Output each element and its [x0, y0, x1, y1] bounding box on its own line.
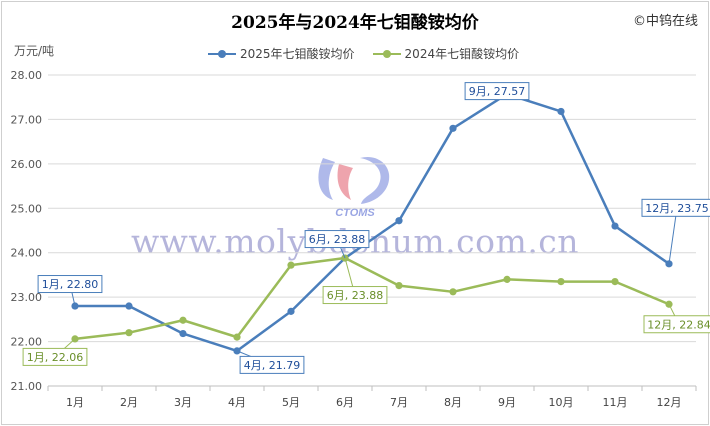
- legend-item-2025: 2025年七钼酸铵均价: [208, 45, 355, 62]
- data-point-2024: [395, 281, 403, 290]
- legend-item-2024: 2024年七钼酸铵均价: [372, 45, 520, 62]
- data-point-2025: [611, 222, 619, 230]
- data-point-2025: [449, 124, 457, 132]
- x-tick-label: 3月: [174, 396, 192, 409]
- data-point-2024: [611, 277, 619, 286]
- chart-title: 2025年与2024年七钼酸铵均价: [231, 13, 479, 33]
- data-point-2024: [125, 329, 133, 337]
- legend-swatch-2024: [372, 49, 401, 59]
- callout-box: [304, 230, 370, 249]
- data-point-2025: [557, 107, 565, 116]
- y-tick-label: 27.00: [11, 113, 43, 126]
- data-label: 9月, 27.57: [469, 85, 525, 98]
- series-line-2024: [74, 256, 670, 341]
- data-label: 1月, 22.80: [42, 278, 98, 291]
- x-tick-label: 6月: [336, 396, 354, 409]
- data-label: 1月, 22.06: [27, 351, 83, 364]
- y-tick-label: 21.00: [11, 380, 43, 393]
- data-label: 6月, 23.88: [327, 289, 383, 302]
- callout-box: [464, 82, 530, 101]
- x-tick-label: 10月: [549, 396, 574, 409]
- x-tick-label: 8月: [444, 396, 462, 409]
- ctoms-logo: CTOMS: [318, 156, 390, 219]
- data-point-2024: [179, 316, 187, 324]
- x-tick-label: 9月: [498, 396, 516, 409]
- legend-label-2025: 2025年七钼酸铵均价: [240, 47, 355, 61]
- legend-label-2024: 2024年七钼酸铵均价: [404, 47, 520, 61]
- legend: 2025年七钼酸铵均价 2024年七钼酸铵均价: [208, 45, 519, 62]
- data-point-2024: [233, 333, 241, 341]
- y-tick-label: 24.00: [11, 247, 43, 260]
- data-point-2024: [503, 275, 511, 283]
- data-point-2024: [287, 261, 295, 269]
- data-label: 6月, 23.88: [309, 233, 365, 246]
- y-tick-label: 26.00: [11, 158, 43, 171]
- callout-box: [322, 286, 388, 305]
- y-tick-label: 28.00: [11, 69, 43, 82]
- logo-text: CTOMS: [335, 207, 375, 219]
- data-label: 4月, 21.79: [244, 359, 300, 372]
- data-point-2025: [287, 307, 295, 315]
- x-tick-label: 4月: [228, 396, 246, 409]
- data-point-2025: [125, 302, 133, 310]
- series-line-2025: [75, 92, 670, 353]
- callout-box: [643, 315, 710, 334]
- data-point-2025: [395, 217, 403, 225]
- data-point-2025: [179, 329, 187, 338]
- x-tick-label: 12月: [657, 396, 682, 409]
- data-label: 12月, 22.84: [647, 318, 710, 331]
- data-point-2024: [557, 277, 565, 286]
- y-tick-label: 22.00: [11, 336, 43, 349]
- y-axis-unit: 万元/吨: [14, 44, 55, 58]
- x-tick-label: 1月: [66, 396, 84, 409]
- callout-box: [641, 198, 710, 217]
- callout-leader: [668, 207, 678, 264]
- copyright-text: ©中钨在线: [632, 14, 698, 29]
- callout-box: [22, 347, 88, 366]
- legend-swatch-2025: [208, 49, 236, 59]
- callout-box: [37, 275, 103, 294]
- x-tick-label: 7月: [390, 396, 408, 409]
- data-label: 12月, 23.75: [645, 202, 708, 215]
- y-tick-label: 23.00: [11, 291, 43, 304]
- x-tick-label: 11月: [603, 396, 628, 409]
- x-tick-label: 2月: [120, 396, 138, 409]
- callout-box: [239, 355, 305, 374]
- x-tick-label: 5月: [282, 396, 300, 409]
- data-point-2024: [449, 288, 457, 296]
- y-tick-label: 25.00: [11, 202, 43, 215]
